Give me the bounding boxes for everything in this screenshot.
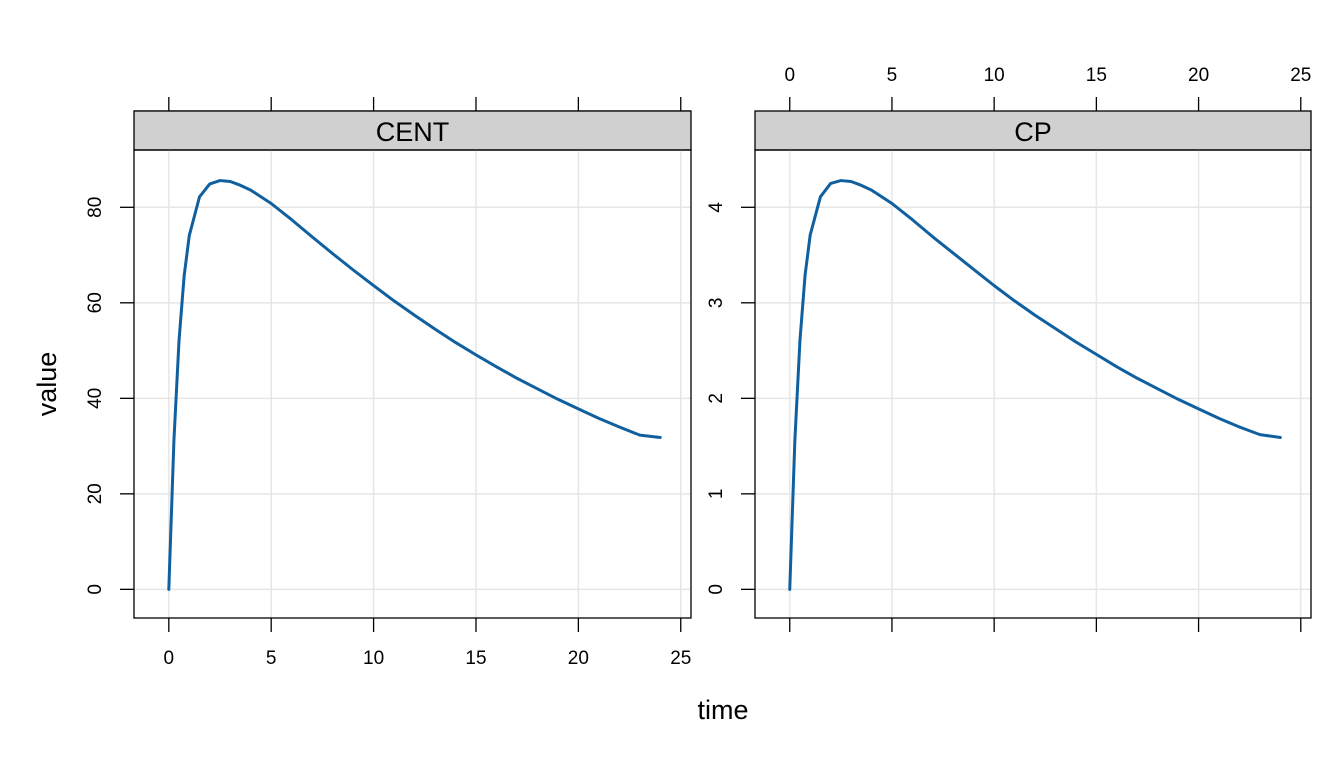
x-axis-top: 0 5 10 15 20 25	[784, 65, 1311, 111]
x-axis-title: time	[697, 695, 748, 725]
y-tick-label: 20	[85, 483, 106, 504]
x-tick-label: 25	[1290, 65, 1311, 86]
y-tick-label: 2	[706, 393, 727, 404]
gridlines	[134, 150, 691, 618]
x-tick-label: 15	[1086, 65, 1107, 86]
x-tick-label: 5	[266, 648, 277, 669]
series-line-cp	[788, 179, 1282, 591]
y-tick-label: 3	[706, 298, 727, 309]
panel-cp: CP 0 1 2 3 4 0 5 10 15 20 25	[706, 65, 1312, 632]
x-tick-label: 20	[568, 648, 589, 669]
x-axis-bottom-ticks	[789, 618, 1302, 632]
x-tick-label: 20	[1188, 65, 1209, 86]
x-tick-label: 5	[887, 65, 898, 86]
y-axis-title: value	[32, 352, 62, 417]
strip-label-cent: CENT	[376, 117, 450, 147]
strip-cp	[754, 110, 1312, 151]
panel-frame	[133, 149, 692, 619]
panel-cent: CENT 0 20 40 60 80 0 5 10 15 20 25	[85, 97, 692, 669]
x-axis-top-ticks	[168, 97, 682, 111]
series-line-cent	[167, 179, 662, 591]
x-tick-label: 10	[363, 648, 384, 669]
panel-frame	[754, 149, 1312, 619]
y-axis-left: 0 1 2 3 4	[706, 202, 755, 595]
y-axis-left: 0 20 40 60 80	[85, 197, 134, 595]
strip-label-cp: CP	[1014, 117, 1052, 147]
y-tick-label: 1	[706, 489, 727, 500]
x-tick-label: 25	[670, 648, 691, 669]
gridlines	[755, 150, 1311, 618]
y-tick-label: 80	[85, 197, 106, 218]
x-tick-label: 0	[784, 65, 795, 86]
y-tick-label: 60	[85, 292, 106, 313]
x-tick-label: 0	[164, 648, 175, 669]
y-tick-label: 40	[85, 388, 106, 409]
y-tick-label: 0	[85, 584, 106, 595]
x-axis-bottom: 0 5 10 15 20 25	[164, 618, 691, 669]
y-tick-label: 0	[706, 584, 727, 595]
x-tick-label: 15	[465, 648, 486, 669]
y-tick-label: 4	[706, 202, 727, 213]
x-tick-label: 10	[984, 65, 1005, 86]
